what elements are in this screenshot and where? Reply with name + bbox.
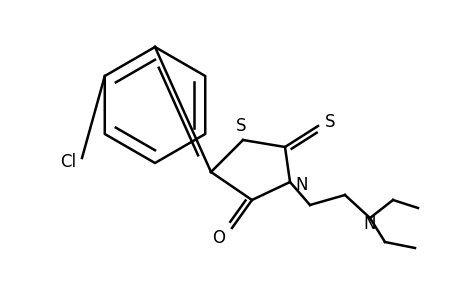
Text: S: S <box>324 113 335 131</box>
Text: S: S <box>235 117 246 135</box>
Text: O: O <box>212 229 225 247</box>
Text: N: N <box>363 215 375 233</box>
Text: N: N <box>295 176 308 194</box>
Text: Cl: Cl <box>60 153 76 171</box>
